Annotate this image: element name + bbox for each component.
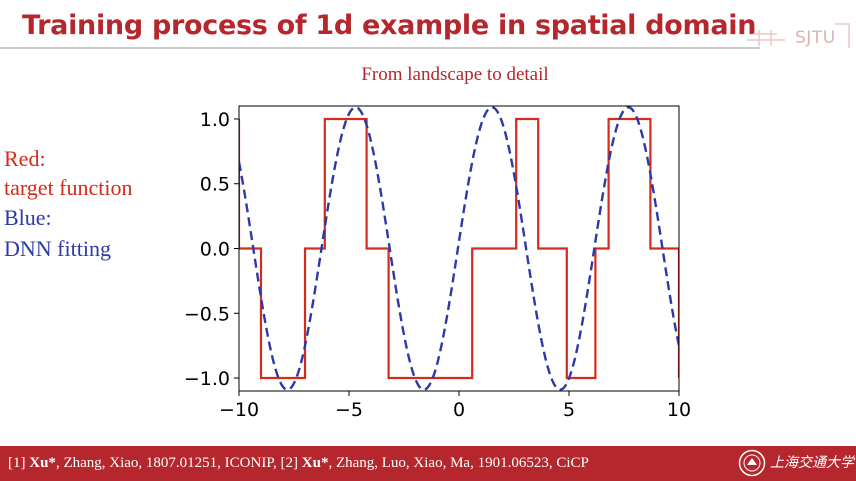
slide-title: Training process of 1d example in spatia…	[22, 10, 757, 41]
x-tick-label: 10	[667, 399, 691, 421]
sjtu-logo-text: SJTU	[795, 28, 836, 48]
ref1-number: [1]	[8, 455, 26, 471]
x-tick-label: −10	[219, 399, 259, 421]
y-tick-label: 0.5	[200, 174, 230, 196]
y-tick-label: 1.0	[200, 109, 230, 131]
footer-bar: [1] Xu*, Zhang, Xiao, 1807.01251, ICONIP…	[0, 446, 856, 481]
ref2-number: [2]	[280, 455, 299, 471]
chart-title: From landscape to detail	[361, 64, 549, 85]
y-tick-label: −1.0	[184, 368, 230, 390]
x-tick-label: −5	[335, 399, 363, 421]
x-tick-label: 5	[563, 399, 575, 421]
x-tick-label: 0	[453, 399, 465, 421]
university-seal-icon	[738, 449, 766, 477]
university-name: 上海交通大学	[770, 455, 854, 471]
ref1-author: Xu*	[29, 455, 56, 471]
title-divider	[0, 47, 760, 49]
ref2-details: , Zhang, Luo, Xiao, Ma, 1901.06523, CiCP	[328, 455, 589, 471]
legend-red-desc: target function	[4, 175, 133, 200]
ref2-author: Xu*	[301, 455, 329, 471]
legend-blue-desc: DNN fitting	[4, 236, 111, 261]
series-dnn-fitting	[239, 106, 679, 391]
footer-references: [1] Xu*, Zhang, Xiao, 1807.01251, ICONIP…	[8, 455, 589, 472]
chart: −10 −5 0 5 10 −1.0 −0.5 0.0 0.5 1.0	[184, 105, 691, 421]
y-tick-label: −0.5	[184, 303, 230, 325]
y-tick-label: 0.0	[200, 239, 230, 261]
series-target-function	[239, 117, 679, 380]
ref1-details: , Zhang, Xiao, 1807.01251, ICONIP,	[55, 455, 277, 471]
sjtu-logo-icon	[747, 23, 850, 48]
legend-red-label: Red:	[4, 146, 46, 171]
legend-blue-label: Blue:	[4, 205, 52, 230]
